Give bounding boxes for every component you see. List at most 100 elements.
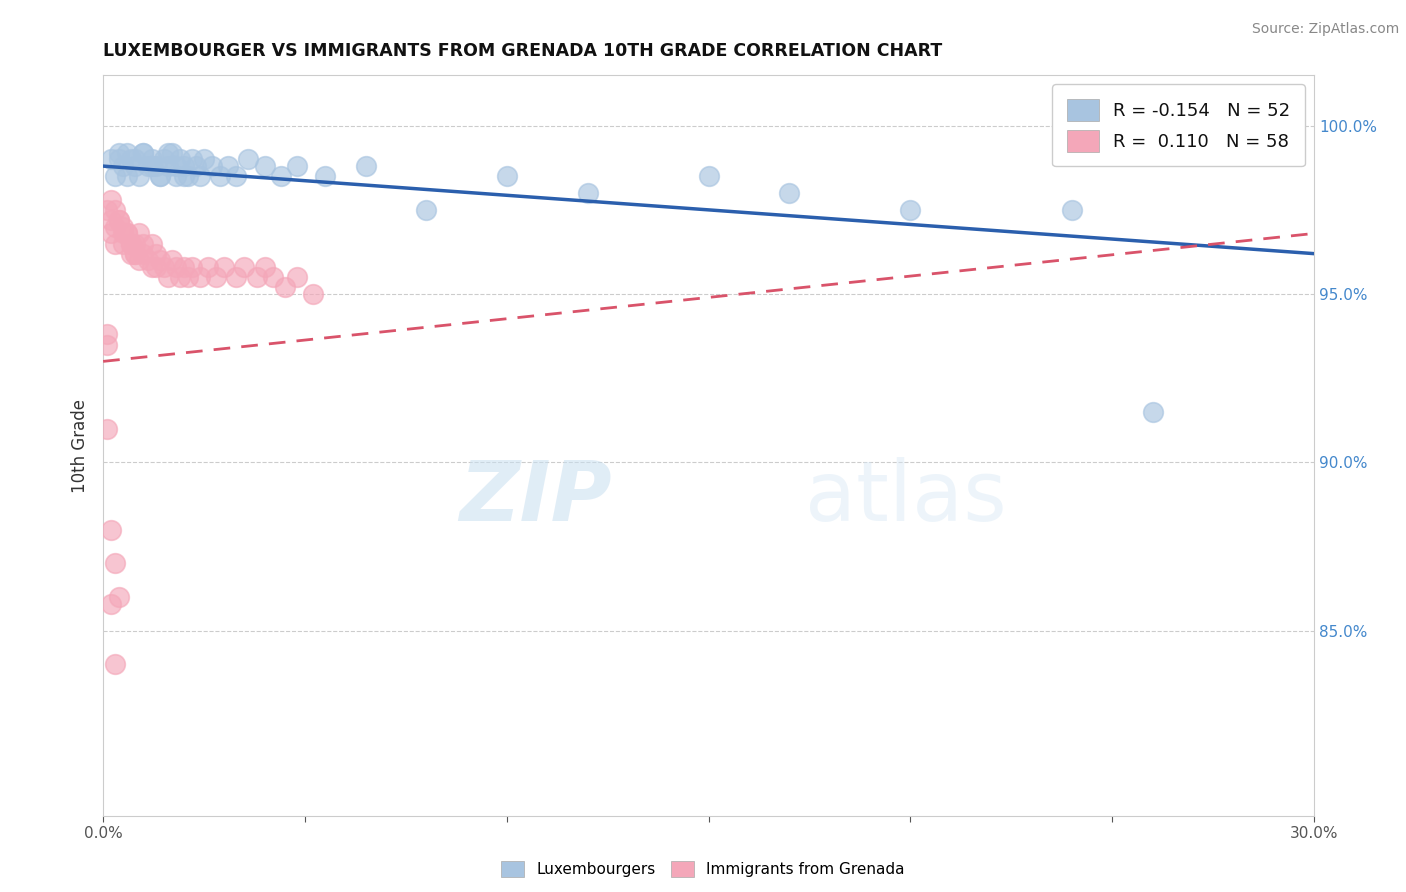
- Point: [165, 159, 187, 173]
- Point: [156, 270, 179, 285]
- Point: [104, 202, 127, 217]
- Point: [778, 186, 800, 200]
- Point: [152, 260, 174, 274]
- Point: [117, 227, 139, 241]
- Point: [108, 213, 131, 227]
- Point: [124, 246, 146, 260]
- Point: [576, 186, 599, 200]
- Point: [108, 145, 131, 160]
- Point: [197, 260, 219, 274]
- Y-axis label: 10th Grade: 10th Grade: [72, 399, 89, 492]
- Point: [1263, 119, 1285, 133]
- Point: [233, 260, 256, 274]
- Point: [149, 253, 172, 268]
- Point: [112, 236, 135, 251]
- Point: [697, 169, 720, 184]
- Point: [238, 153, 260, 167]
- Point: [104, 169, 127, 184]
- Point: [100, 523, 122, 537]
- Text: Source: ZipAtlas.com: Source: ZipAtlas.com: [1251, 22, 1399, 37]
- Point: [253, 260, 276, 274]
- Point: [217, 159, 239, 173]
- Point: [415, 202, 437, 217]
- Point: [173, 260, 195, 274]
- Point: [169, 270, 191, 285]
- Point: [205, 270, 228, 285]
- Point: [100, 153, 122, 167]
- Point: [160, 253, 183, 268]
- Point: [181, 260, 204, 274]
- Point: [132, 236, 155, 251]
- Legend: Luxembourgers, Immigrants from Grenada: Luxembourgers, Immigrants from Grenada: [495, 855, 911, 883]
- Point: [285, 159, 308, 173]
- Point: [1142, 405, 1164, 419]
- Point: [117, 169, 139, 184]
- Point: [145, 246, 167, 260]
- Point: [136, 159, 159, 173]
- Point: [165, 260, 187, 274]
- Point: [165, 169, 187, 184]
- Legend: R = -0.154   N = 52, R =  0.110   N = 58: R = -0.154 N = 52, R = 0.110 N = 58: [1052, 84, 1305, 166]
- Point: [285, 270, 308, 285]
- Point: [188, 169, 211, 184]
- Point: [124, 246, 146, 260]
- Point: [112, 159, 135, 173]
- Text: ZIP: ZIP: [460, 457, 612, 538]
- Point: [253, 159, 276, 173]
- Point: [117, 145, 139, 160]
- Point: [128, 253, 150, 268]
- Point: [124, 236, 146, 251]
- Point: [152, 153, 174, 167]
- Point: [124, 159, 146, 173]
- Point: [212, 260, 235, 274]
- Point: [1060, 202, 1083, 217]
- Point: [124, 153, 146, 167]
- Point: [173, 169, 195, 184]
- Point: [117, 227, 139, 241]
- Point: [149, 169, 172, 184]
- Point: [302, 287, 325, 301]
- Point: [96, 337, 118, 351]
- Point: [262, 270, 284, 285]
- Point: [96, 327, 118, 342]
- Point: [120, 153, 142, 167]
- Point: [900, 202, 922, 217]
- Point: [156, 159, 179, 173]
- Point: [169, 153, 191, 167]
- Point: [156, 145, 179, 160]
- Point: [141, 153, 163, 167]
- Point: [354, 159, 377, 173]
- Point: [100, 597, 122, 611]
- Point: [193, 153, 215, 167]
- Point: [132, 246, 155, 260]
- Point: [145, 159, 167, 173]
- Point: [160, 145, 183, 160]
- Point: [112, 219, 135, 234]
- Point: [173, 159, 195, 173]
- Text: atlas: atlas: [806, 457, 1007, 538]
- Point: [132, 145, 155, 160]
- Point: [112, 227, 135, 241]
- Point: [245, 270, 267, 285]
- Point: [104, 657, 127, 672]
- Point: [100, 193, 122, 207]
- Point: [314, 169, 336, 184]
- Point: [270, 169, 292, 184]
- Point: [108, 590, 131, 604]
- Point: [181, 153, 204, 167]
- Point: [120, 236, 142, 251]
- Point: [209, 169, 232, 184]
- Point: [141, 159, 163, 173]
- Point: [132, 145, 155, 160]
- Text: LUXEMBOURGER VS IMMIGRANTS FROM GRENADA 10TH GRADE CORRELATION CHART: LUXEMBOURGER VS IMMIGRANTS FROM GRENADA …: [103, 42, 942, 60]
- Point: [128, 227, 150, 241]
- Point: [136, 253, 159, 268]
- Point: [274, 280, 297, 294]
- Point: [177, 270, 200, 285]
- Point: [177, 169, 200, 184]
- Point: [225, 169, 247, 184]
- Point: [104, 219, 127, 234]
- Point: [96, 202, 118, 217]
- Point: [149, 169, 172, 184]
- Point: [100, 213, 122, 227]
